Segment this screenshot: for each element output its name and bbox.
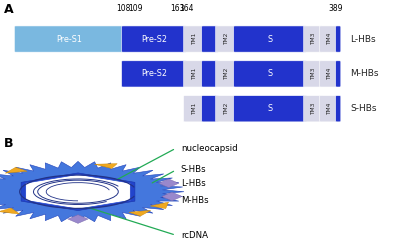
Text: A: A — [4, 3, 14, 16]
Text: S: S — [268, 35, 273, 44]
Text: Pre-S1: Pre-S1 — [56, 35, 82, 44]
Text: S: S — [268, 104, 273, 113]
Polygon shape — [0, 161, 184, 222]
FancyBboxPatch shape — [184, 61, 205, 87]
FancyBboxPatch shape — [336, 61, 341, 87]
Polygon shape — [0, 208, 20, 214]
FancyBboxPatch shape — [14, 26, 124, 52]
FancyBboxPatch shape — [184, 26, 205, 52]
Polygon shape — [162, 192, 182, 201]
FancyBboxPatch shape — [234, 96, 307, 122]
FancyBboxPatch shape — [304, 61, 323, 87]
Text: L-HBs: L-HBs — [181, 179, 206, 188]
Text: TM1: TM1 — [192, 68, 197, 80]
FancyBboxPatch shape — [202, 61, 219, 87]
Text: 389: 389 — [329, 4, 343, 13]
Text: M-HBs: M-HBs — [350, 69, 378, 78]
FancyBboxPatch shape — [320, 26, 339, 52]
Text: TM2: TM2 — [224, 68, 229, 80]
FancyBboxPatch shape — [304, 96, 323, 122]
Text: Pre-S2: Pre-S2 — [141, 69, 167, 78]
Text: TM1: TM1 — [192, 103, 197, 115]
Text: S-HBs: S-HBs — [181, 166, 206, 175]
Text: rcDNA: rcDNA — [181, 231, 208, 240]
Text: 109: 109 — [128, 4, 142, 13]
FancyBboxPatch shape — [234, 61, 307, 87]
FancyBboxPatch shape — [216, 26, 237, 52]
Text: 108: 108 — [116, 4, 130, 13]
Text: S: S — [268, 69, 273, 78]
FancyBboxPatch shape — [234, 26, 307, 52]
Polygon shape — [21, 173, 135, 211]
Text: TM3: TM3 — [311, 68, 316, 80]
Text: B: B — [4, 137, 14, 150]
Polygon shape — [150, 202, 168, 209]
Text: TM3: TM3 — [311, 103, 316, 115]
FancyBboxPatch shape — [202, 96, 219, 122]
Text: 164: 164 — [179, 4, 193, 13]
Text: TM2: TM2 — [224, 33, 229, 45]
FancyBboxPatch shape — [216, 96, 237, 122]
Text: nucleocapsid: nucleocapsid — [181, 144, 238, 153]
Text: TM4: TM4 — [327, 33, 332, 45]
Circle shape — [38, 180, 118, 203]
FancyBboxPatch shape — [320, 61, 339, 87]
Polygon shape — [129, 210, 151, 216]
Polygon shape — [5, 167, 27, 173]
FancyBboxPatch shape — [320, 96, 339, 122]
Text: TM4: TM4 — [327, 68, 332, 80]
Text: L-HBs: L-HBs — [350, 35, 376, 44]
Polygon shape — [94, 164, 117, 169]
Text: M-HBs: M-HBs — [181, 196, 208, 205]
FancyBboxPatch shape — [122, 61, 187, 87]
Text: TM3: TM3 — [311, 33, 316, 45]
FancyBboxPatch shape — [336, 26, 341, 52]
Text: 163: 163 — [170, 4, 184, 13]
Text: TM1: TM1 — [192, 33, 197, 45]
FancyBboxPatch shape — [304, 26, 323, 52]
FancyBboxPatch shape — [216, 61, 237, 87]
FancyBboxPatch shape — [122, 26, 187, 52]
FancyBboxPatch shape — [202, 26, 219, 52]
Text: TM4: TM4 — [327, 103, 332, 115]
Text: S-HBs: S-HBs — [350, 104, 376, 113]
FancyBboxPatch shape — [336, 96, 341, 122]
FancyBboxPatch shape — [184, 96, 205, 122]
Polygon shape — [26, 175, 130, 209]
Polygon shape — [159, 179, 179, 187]
Text: TM2: TM2 — [224, 103, 229, 115]
Polygon shape — [68, 215, 88, 223]
Text: Pre-S2: Pre-S2 — [141, 35, 167, 44]
